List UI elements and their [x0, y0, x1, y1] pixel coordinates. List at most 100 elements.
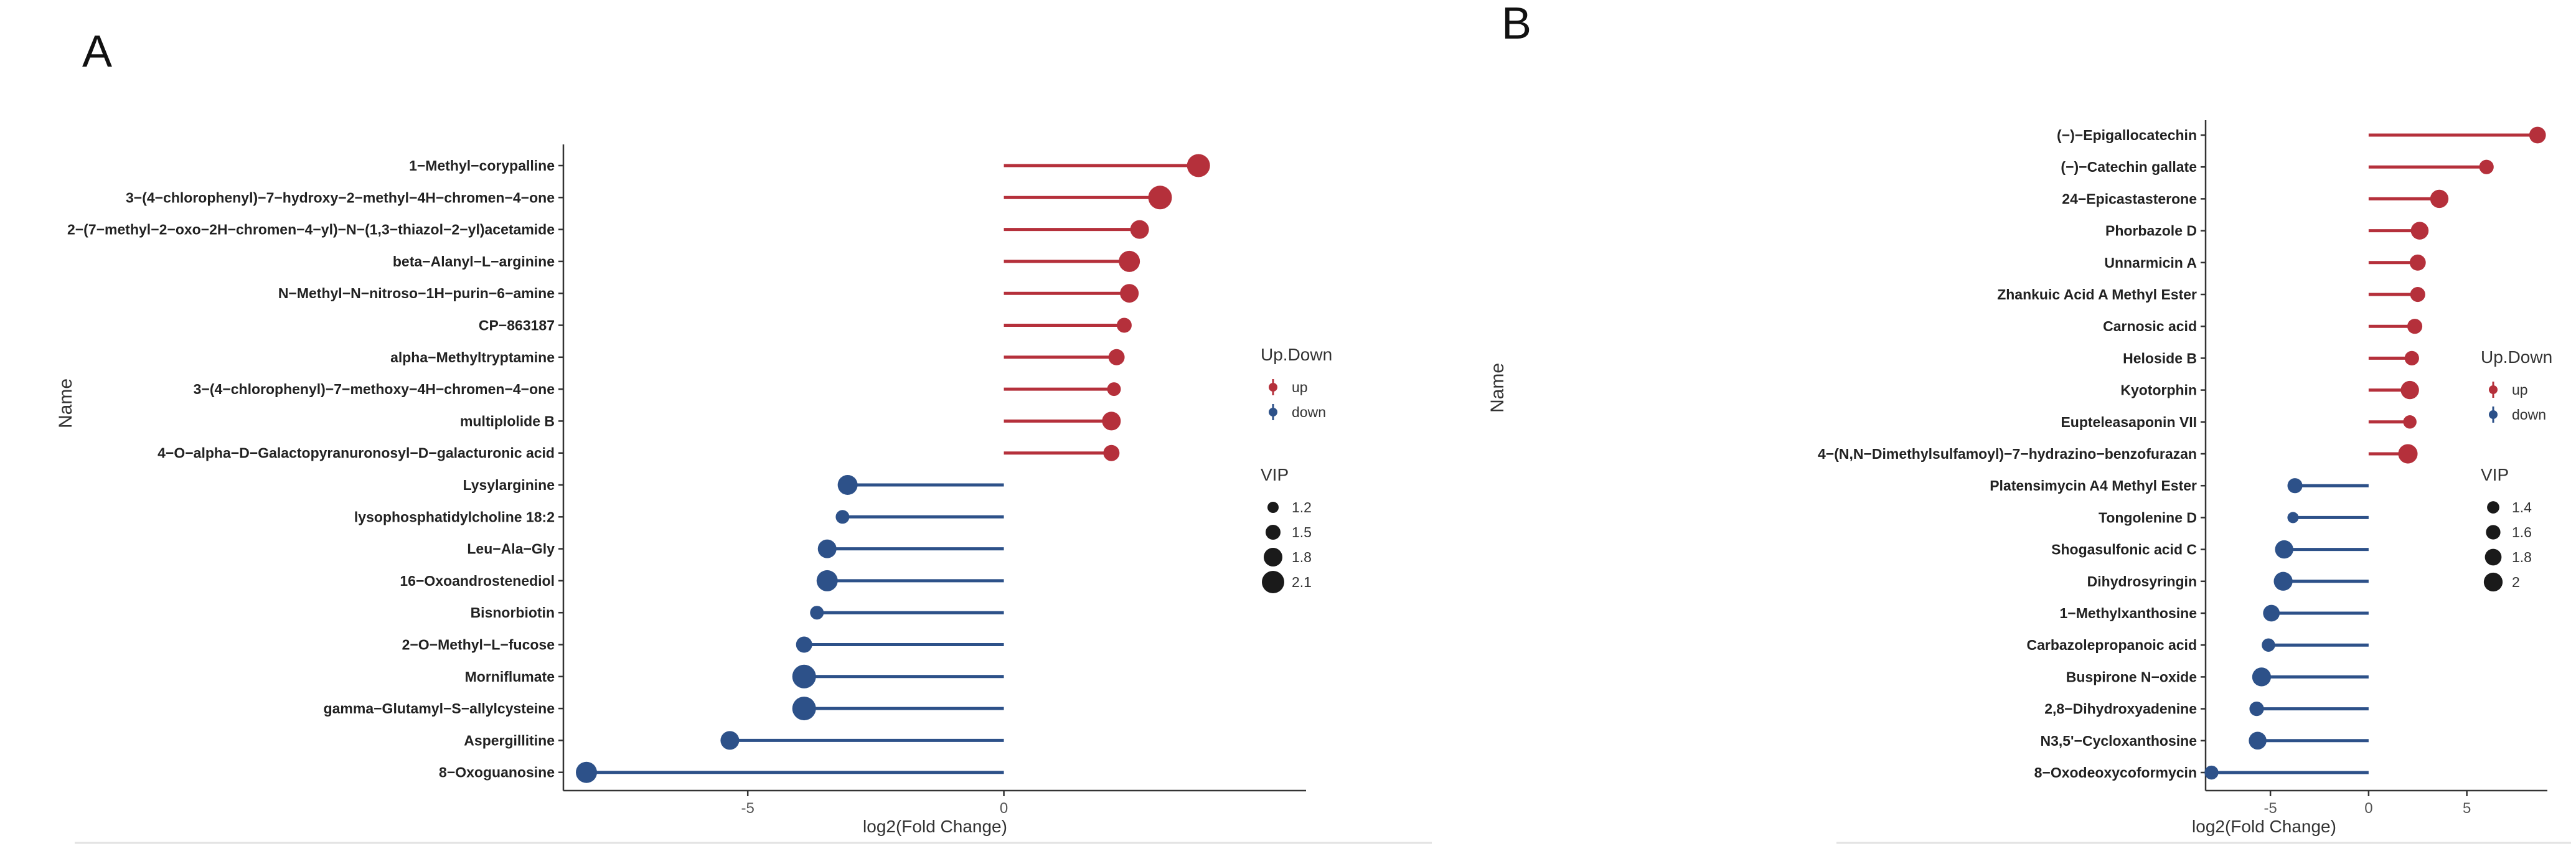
panel-a-y-tick-label: CP−863187 [479, 317, 555, 334]
panel-a-legend-size-label: 2.1 [1292, 574, 1312, 590]
panel-a-legend-key-down-point [1269, 408, 1277, 416]
panel-b-y-tick-label: (−)−Catechin gallate [2061, 159, 2197, 175]
panel-a-legend-size-key [1266, 525, 1281, 540]
panel-b-legend-size-label: 1.8 [2512, 549, 2532, 565]
panel-b-lollipop-point [2403, 415, 2417, 429]
panel-b-lollipop-point [2529, 126, 2546, 144]
panel-b-x-tick-label: 0 [2364, 800, 2372, 817]
panel-b-y-tick-label: 4−(N,N−Dimethylsulfamoyl)−7−hydrazino−be… [1818, 446, 2197, 462]
panel-a-lollipop-point [792, 664, 816, 689]
panel-a-lollipop-point [1108, 349, 1125, 365]
panel-a-legend-size-key [1262, 571, 1284, 593]
panel-a-lollipop-point [810, 606, 824, 620]
panel-b-y-tick-label: Buspirone N−oxide [2066, 669, 2197, 685]
panel-b-y-tick-label: 24−Epicastasterone [2062, 190, 2197, 207]
panel-b-y-tick-label: Dihydrosyringin [2087, 573, 2197, 590]
panel-a-lollipop-point [1148, 186, 1172, 210]
panel-a-legend-label-up: up [1292, 379, 1308, 395]
panel-a-lollipop-point [720, 731, 740, 750]
panel-a-letter: A [82, 27, 112, 77]
panel-a-lollipop-point [1119, 250, 1140, 272]
panel-b-legend-size-key [2487, 501, 2499, 514]
panel-b-legend-size-key [2483, 572, 2503, 592]
panel-a-legend-size-label: 1.8 [1292, 549, 1312, 565]
panel-a-lollipop-point [1102, 411, 1121, 431]
panel-a-y-tick-label: 8−Oxoguanosine [439, 764, 555, 781]
panel-b-y-tick-label: 2,8−Dihydroxyadenine [2044, 701, 2197, 717]
panel-b-legend-size-label: 1.4 [2512, 499, 2532, 515]
panel-b-lollipop-point [2407, 319, 2423, 334]
panel-a-y-tick-label: N−Methyl−N−nitroso−1H−purin−6−amine [278, 285, 555, 301]
panel-b-y-tick-label: (−)−Epigallocatechin [2057, 127, 2197, 143]
panel-b-legend-size-key [2486, 525, 2501, 540]
panel-b-lollipop-point [2204, 765, 2219, 780]
panel-b-y-tick-label: Unnarmicin A [2104, 255, 2197, 271]
panel-b-lollipop-point [2410, 286, 2425, 303]
panel-a-x-tick-label: 0 [1000, 800, 1008, 817]
panel-b-y-tick-label: 1−Methylxanthosine [2060, 605, 2197, 621]
panel-b-y-tick-label: Kyotorphin [2120, 382, 2197, 398]
panel-a-legend-size-title: VIP [1261, 465, 1289, 484]
panel-b-y-tick-label: Platensimycin A4 Methyl Ester [1990, 477, 2197, 494]
panel-b-lollipop-point [2430, 189, 2449, 209]
panel-a-lollipop-point [816, 570, 838, 591]
panel-a-legend-size-label: 1.2 [1292, 499, 1312, 515]
panel-b-y-tick-label: 8−Oxodeoxycoformycin [2034, 764, 2197, 781]
panel-b-lollipop-point [2400, 380, 2419, 400]
panel-a-lollipop-point [835, 510, 850, 524]
panel-a-y-tick-label: 16−Oxoandrostenediol [400, 573, 555, 589]
panel-a-y-axis-title: Name [55, 378, 76, 428]
panel-b-plot-area: -5 0 5 (−)−Epigallocatechin (−)−Catechin gal… [1818, 120, 2547, 817]
panel-b-y-tick-label: Eupteleasaponin VII [2061, 414, 2197, 430]
panel-a-legend-size-key [1264, 548, 1282, 566]
panel-b-lollipop-point [2287, 512, 2299, 524]
panel-b-legend-label-up: up [2512, 382, 2528, 398]
panel-b-legend-key-down-point [2489, 410, 2498, 419]
panel-a-legend-size-label: 1.5 [1292, 524, 1312, 540]
panel-a-y-tick-label: Aspergillitine [464, 732, 555, 748]
panel-a-x-tick-label: -5 [741, 800, 754, 817]
panel-a-y-tick-label: 3−(4−chlorophenyl)−7−methoxy−4H−chromen−… [194, 381, 555, 397]
panel-a-y-tick-label: 2−O−Methyl−L−fucose [402, 637, 555, 653]
panel-b-lollipop-point [2275, 540, 2293, 559]
panel-a-y-tick-label: Lysylarginine [463, 477, 555, 493]
panel-b-y-tick-label: Shogasulfonic acid C [2051, 542, 2197, 558]
panel-b-lollipop-point [2410, 222, 2429, 240]
panel-a-legend-color-title: Up.Down [1261, 345, 1332, 364]
panel-b-legend-size-label: 1.6 [2512, 524, 2532, 540]
panel-b-x-axis-title: log2(Fold Change) [2192, 817, 2336, 836]
panel-b-x-tick-label: 5 [2463, 800, 2471, 817]
panel-a-lollipop-point [1103, 444, 1120, 461]
panel-a-lollipop-point [796, 636, 812, 653]
panel-b-letter: B [1502, 0, 1531, 49]
panel-b-lollipop-point [2287, 478, 2303, 494]
panel-a: A Name log2(Fold Change) -5 0 1−Methyl−cor… [55, 27, 1332, 836]
panel-a-y-tick-label: 4−O−alpha−D−Galactopyranuronosyl−D−galac… [157, 445, 555, 461]
panel-b-y-tick-label: Zhankuic Acid A Methyl Ester [1997, 286, 2197, 303]
panel-a-y-tick-label: gamma−Glutamyl−S−allylcysteine [324, 700, 555, 717]
panel-a-y-tick-label: beta−Alanyl−L−arginine [393, 253, 555, 270]
panel-a-lollipop-point [837, 475, 858, 495]
panel-b-y-tick-label: Tongolenine D [2099, 509, 2197, 525]
panel-b-lollipop-point [2249, 701, 2264, 717]
panel-b-legend-label-down: down [2512, 407, 2546, 423]
panel-b-y-axis-title: Name [1487, 363, 1508, 413]
panel-a-lollipop-point [1107, 382, 1121, 397]
panel-a-y-tick-label: Leu−Ala−Gly [467, 541, 555, 557]
panel-a-lollipop-point [576, 761, 598, 783]
panel-b-y-tick-label: Phorbazole D [2105, 223, 2197, 239]
panel-b-legend-size-title: VIP [2481, 465, 2509, 484]
panel-a-y-tick-label: 3−(4−chlorophenyl)−7−hydroxy−2−methyl−4H… [126, 189, 555, 205]
panel-b-lollipop-point [2263, 604, 2280, 622]
panel-b-y-tick-label: Heloside B [2123, 350, 2197, 366]
panel-a-plot-area: -5 0 1−Methyl−corypalline 3−(4−chlorophenyl… [67, 144, 1306, 817]
panel-b-y-tick-label: Carnosic acid [2103, 318, 2197, 334]
panel-a-y-tick-label: alpha−Methyltryptamine [390, 349, 555, 365]
panel-b: B Name log2(Fold Change) -5 0 5 (−)−Epigall… [1487, 0, 2552, 836]
panel-b-lollipop-point [2262, 638, 2275, 652]
panel-b-y-tick-label: Carbazolepropanoic acid [2026, 637, 2197, 653]
panel-a-y-tick-label: multiplolide B [460, 413, 555, 429]
panel-a-lollipop-point [792, 697, 816, 721]
